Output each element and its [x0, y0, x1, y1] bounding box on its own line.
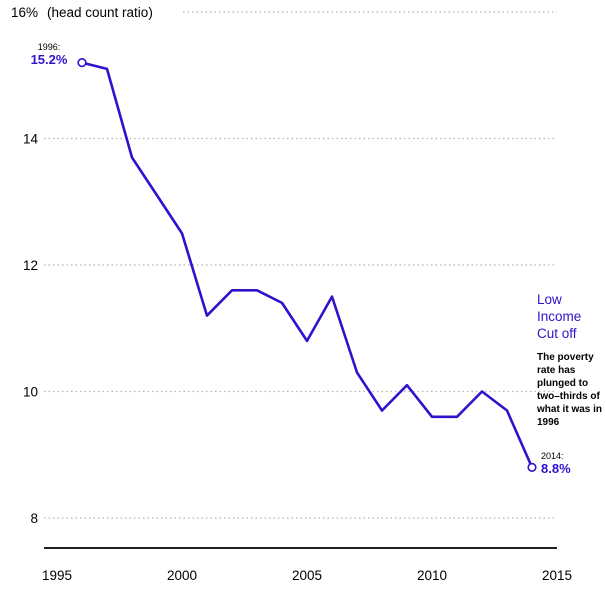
start-value-label: 15.2%	[30, 52, 68, 67]
y-axis-descriptor: (head count ratio)	[47, 5, 153, 20]
svg-text:12: 12	[23, 258, 38, 273]
svg-text:2005: 2005	[292, 568, 322, 583]
series-label: Low Income Cut off	[537, 292, 582, 341]
svg-text:16%: 16%	[11, 5, 38, 20]
start-point-annotation: 1996: 15.2%	[22, 42, 76, 67]
end-point-annotation: 2014: 8.8%	[541, 451, 571, 476]
end-value-label: 8.8%	[541, 461, 571, 476]
svg-text:2010: 2010	[417, 568, 447, 583]
svg-text:10: 10	[23, 385, 38, 400]
gridlines	[44, 11, 557, 519]
data-series	[77, 57, 537, 473]
end-year-label: 2014:	[541, 451, 564, 461]
svg-text:1995: 1995	[42, 568, 72, 583]
svg-text:14: 14	[23, 132, 39, 147]
svg-text:8: 8	[30, 511, 38, 526]
start-year-label: 1996:	[37, 42, 61, 52]
svg-text:2000: 2000	[167, 568, 197, 583]
svg-text:2015: 2015	[542, 568, 572, 583]
axes: 8 10 12 14 16% 1995 2000 2005 2010 2015	[11, 5, 572, 583]
chart-note: The poverty rate has plunged to two–thir…	[537, 352, 603, 428]
